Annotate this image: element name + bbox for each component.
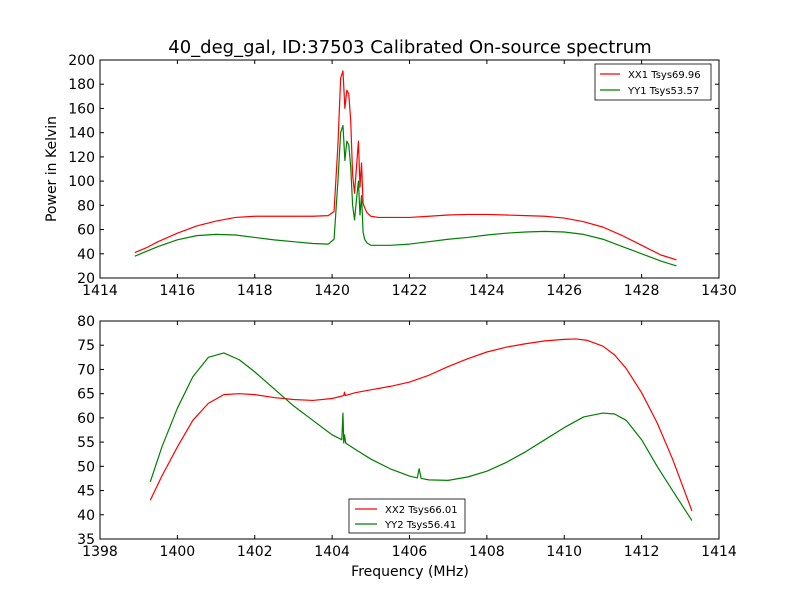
y-tick-label: 140 — [68, 126, 95, 142]
x-tick-label: 1410 — [546, 544, 582, 560]
y-tick-label: 35 — [77, 532, 95, 548]
legend-box — [348, 498, 466, 534]
y-tick-label: 160 — [68, 101, 95, 117]
y-tick-label: 40 — [77, 508, 95, 524]
legend-label-yy1: YY1 Tsys53.57 — [627, 86, 699, 97]
y-tick-label: 120 — [68, 150, 95, 166]
x-axis-label: Frequency (MHz) — [351, 564, 469, 580]
bottom-panel: Frequency (MHz) 1398 1400 1402 1404 1406 1408… — [77, 314, 737, 580]
y-axis-label: Power in Kelvin — [44, 116, 60, 222]
y-tick-label: 55 — [77, 435, 95, 451]
legend-label-yy2: YY2 Tsys56.41 — [384, 520, 456, 531]
bottom-legend: XX2 Tsys66.01 YY2 Tsys56.41 — [348, 498, 466, 534]
y-tick-label: 20 — [77, 271, 95, 287]
y-tick-label: 60 — [77, 411, 95, 427]
x-tick-label: 1408 — [469, 544, 505, 560]
y-tick-label: 75 — [77, 338, 95, 354]
y-tick-label: 180 — [68, 77, 95, 93]
x-tick-label: 1414 — [82, 283, 118, 299]
x-tick-label: 1420 — [314, 283, 350, 299]
legend-label-xx2: XX2 Tsys66.01 — [385, 505, 458, 516]
x-tick-label: 1430 — [701, 283, 737, 299]
y-tick-label: 70 — [77, 362, 95, 378]
x-tick-label: 1402 — [237, 544, 273, 560]
y-tick-label: 100 — [68, 174, 95, 190]
y-tick-label: 40 — [77, 247, 95, 263]
chart-title: 40_deg_gal, ID:37503 Calibrated On-sourc… — [168, 37, 651, 58]
y-tick-label: 50 — [77, 459, 95, 475]
x-tick-label: 1428 — [624, 283, 660, 299]
top-legend: XX1 Tsys69.96 YY1 Tsys53.57 — [594, 63, 712, 101]
x-tick-label: 1404 — [314, 544, 350, 560]
y-tick-label: 60 — [77, 223, 95, 239]
x-tick-label: 1400 — [160, 544, 196, 560]
x-tick-label: 1414 — [701, 544, 737, 560]
series-line-xx1 — [134, 70, 677, 261]
series-line-xx2 — [149, 338, 693, 512]
y-tick-label: 80 — [77, 314, 95, 330]
series-line-yy2 — [149, 352, 693, 521]
legend-box — [594, 63, 712, 101]
x-tick-label: 1426 — [546, 283, 582, 299]
y-tick-label: 80 — [77, 198, 95, 214]
x-tick-label: 1406 — [392, 544, 428, 560]
y-tick-label: 45 — [77, 484, 95, 500]
bottom-plot-area: 1398 1400 1402 1404 1406 1408 1410 1412 1414 35 40… — [77, 314, 737, 560]
top-plot-area: 1414 1416 1418 1420 1422 1424 1426 1428 1430 20 40… — [68, 53, 737, 299]
series-line-yy1 — [134, 124, 677, 267]
x-tick-label: 1398 — [82, 544, 118, 560]
x-tick-label: 1418 — [237, 283, 273, 299]
x-tick-label: 1416 — [160, 283, 196, 299]
x-tick-label: 1412 — [624, 544, 660, 560]
top-panel: 40_deg_gal, ID:37503 Calibrated On-sourc… — [44, 37, 737, 299]
y-tick-label: 200 — [68, 53, 95, 69]
legend-label-xx1: XX1 Tsys69.96 — [628, 70, 701, 81]
x-tick-label: 1424 — [469, 283, 505, 299]
y-tick-label: 65 — [77, 387, 95, 403]
x-tick-label: 1422 — [392, 283, 428, 299]
